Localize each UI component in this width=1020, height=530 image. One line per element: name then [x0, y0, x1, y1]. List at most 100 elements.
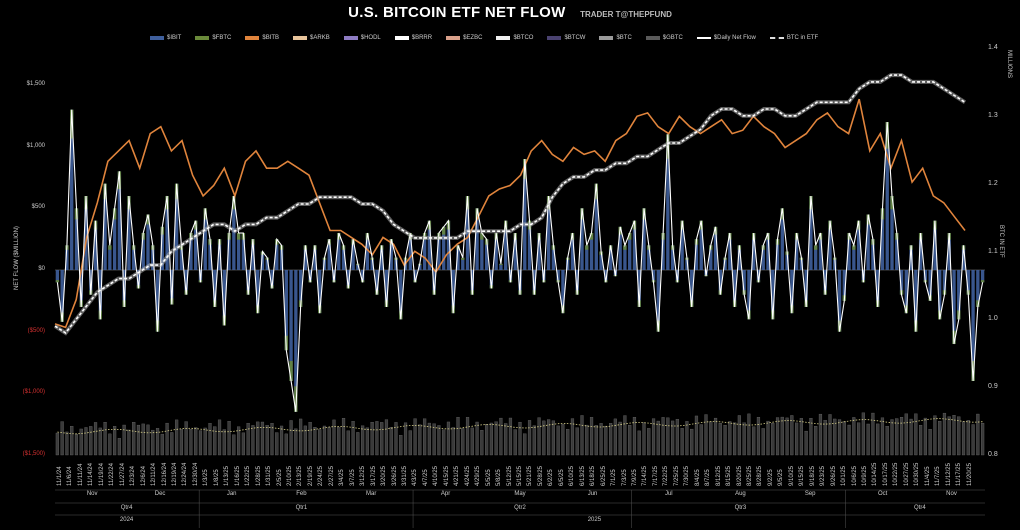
bar-ibit [132, 245, 136, 270]
bar-ibit [442, 226, 446, 270]
volume-bar [98, 427, 102, 456]
bar-ibit [799, 257, 804, 270]
bar-ibit [356, 263, 360, 270]
bar-ibit [380, 245, 384, 270]
bar-ibit [642, 208, 646, 270]
bar-ibit [208, 239, 212, 270]
y2-axis-title: BTC IN ETF [998, 225, 1004, 258]
bar-ibit [670, 245, 675, 270]
volume-bar [661, 417, 665, 456]
chart-header: U.S. BITCOIN ETF NET FLOW TRADER T@THEPF… [0, 4, 1020, 22]
bar-ibit [904, 270, 908, 314]
x-tick-label: 2/13/25 [297, 465, 304, 486]
legend-entry: $IBIT [150, 32, 181, 44]
bar-fbtc [852, 245, 856, 250]
x-tick-label: 9/23/25 [820, 465, 827, 486]
bar-ibit [828, 220, 832, 270]
volume-bar [752, 426, 756, 456]
volume-bar [375, 421, 379, 456]
bar-ibit [523, 159, 527, 270]
volume-bar [742, 422, 746, 456]
bar-ibit [699, 220, 703, 270]
legend-label: $BTC [616, 35, 632, 41]
bar-ibit [499, 263, 503, 270]
bar-ibit [742, 270, 746, 295]
volume-bar [885, 426, 889, 456]
volume-bar [480, 430, 484, 456]
bar-ibit [232, 196, 236, 270]
x-tick-label: 10/27/25 [903, 462, 910, 486]
bar-ibit [384, 270, 389, 307]
bar-ibit [146, 214, 150, 270]
volume-bar [966, 420, 970, 456]
bar-fbtc [585, 245, 589, 250]
volume-bar [265, 425, 269, 456]
bar-ibit [298, 270, 303, 307]
volume-bar [899, 417, 904, 456]
volume-bar [327, 427, 331, 456]
bar-ibit [127, 196, 131, 270]
volume-bar [747, 413, 751, 456]
bar-ibit [236, 233, 241, 270]
volume-bar [570, 418, 575, 456]
chart-subtitle: TRADER T@THEPFUND [580, 10, 672, 19]
volume-bar [656, 420, 660, 456]
volume-bar [961, 421, 966, 456]
x-tick-label: 4/7/25 [422, 469, 429, 486]
bar-fbtc [289, 361, 293, 381]
volume-bar [818, 413, 823, 456]
bar-ibit [976, 270, 980, 307]
bar-ibit [933, 220, 937, 270]
bar-ibit [318, 270, 322, 314]
bar-ibit [284, 270, 288, 351]
bar-ibit [184, 270, 188, 295]
y-tick-label: $1,500 [26, 81, 45, 87]
bar-ibit [823, 270, 827, 295]
legend-swatch [446, 36, 461, 40]
x-tick-label: 5/12/25 [506, 465, 513, 486]
bar-ibit [389, 239, 393, 270]
legend-entry: $HODL [343, 32, 381, 44]
month-label: Feb [296, 491, 307, 497]
volume-bar [876, 423, 880, 456]
legend-entry: $GBTC [645, 32, 683, 44]
x-tick-label: 5/8/25 [496, 469, 503, 486]
x-tick-label: 12/16/24 [161, 462, 168, 486]
x-tick-label: 2/5/25 [276, 469, 283, 486]
y-tick-label: ($500) [27, 327, 45, 334]
legend-label: $GBTC [662, 35, 683, 41]
volume-bar [613, 418, 617, 456]
volume-bar [170, 432, 174, 456]
x-tick-label: 6/10/25 [569, 465, 576, 486]
volume-trend-line [57, 418, 983, 435]
bar-ibit [876, 270, 880, 307]
x-tick-label: 8/15/25 [726, 465, 733, 486]
x-tick-label: 9/5/25 [778, 469, 785, 486]
bar-ibit [174, 183, 179, 270]
bar-ibit [275, 239, 279, 270]
bar-ibit [852, 245, 856, 270]
x-tick-label: 4/3/25 [412, 469, 419, 486]
y-tick-label: $1,000 [26, 142, 45, 149]
legend-label: $BITB [262, 35, 280, 41]
x-tick-label: 11/22/24 [109, 463, 116, 486]
bar-ibit [680, 220, 684, 270]
volume-bar [847, 424, 851, 456]
x-tick-label: 9/2/25 [767, 469, 774, 486]
volume-bar [704, 414, 708, 456]
bar-ibit [103, 183, 107, 270]
legend-label: $IBIT [167, 35, 182, 41]
daily-net-flow-line [56, 109, 984, 412]
y2-axis-unit: MILLIONS [1006, 50, 1012, 79]
volume-bar [685, 421, 689, 456]
volume-bar [604, 425, 608, 456]
volume-bar [795, 422, 799, 456]
bar-ibit [480, 233, 484, 270]
volume-bar [527, 420, 532, 456]
volume-bar [322, 425, 327, 456]
x-tick-label: 7/17/25 [652, 465, 659, 486]
volume-bar [217, 419, 222, 456]
quarter-label: Qtr3 [734, 505, 747, 511]
volume-bar [141, 423, 145, 456]
